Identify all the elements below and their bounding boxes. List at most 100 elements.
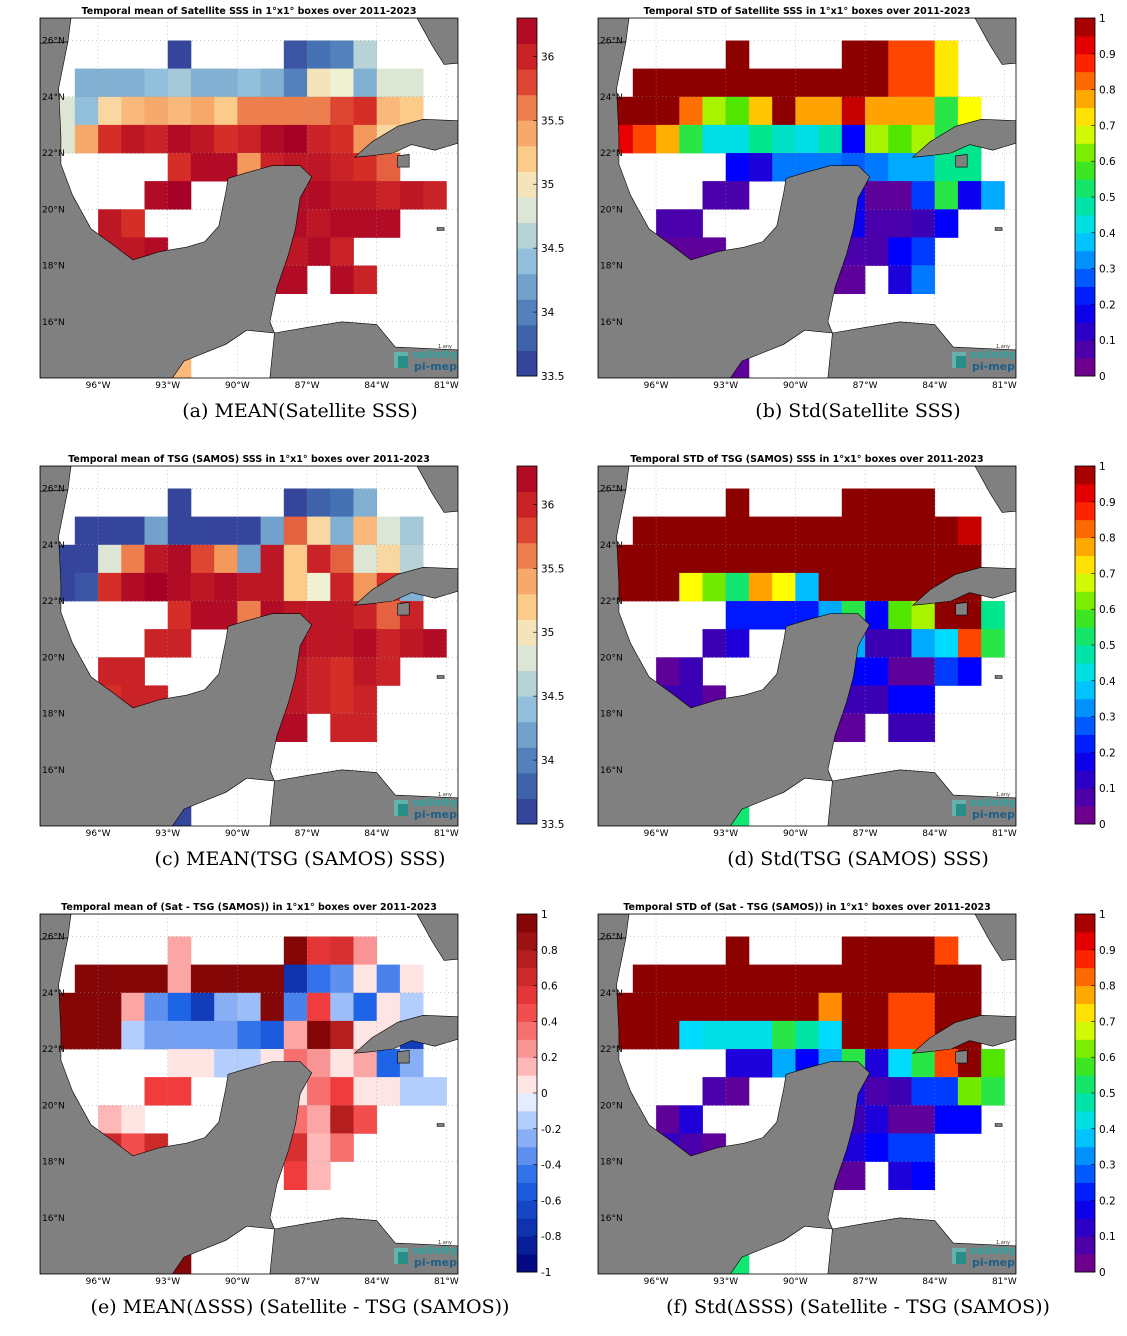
colorbar-step (1075, 1057, 1095, 1076)
grid-cell (307, 544, 331, 574)
land-cuba (353, 118, 458, 158)
grid-cell (283, 488, 308, 517)
grid-cell (957, 1077, 982, 1106)
grid-cell (911, 685, 936, 714)
grid-cell (702, 572, 727, 602)
grid-cell (911, 713, 936, 742)
colorbar-step (517, 350, 537, 377)
colorbar-step (1075, 537, 1095, 556)
grid-cell (376, 96, 401, 126)
grid-cell (144, 992, 169, 1022)
colorbar-step (1075, 35, 1095, 55)
grid-cell (167, 68, 192, 98)
grid-cell (330, 1077, 354, 1106)
lat-tick-label: 22°N (42, 149, 65, 159)
grid-cell (330, 124, 354, 154)
lat-tick-label: 18°N (42, 710, 65, 720)
colorbar-step (517, 1039, 537, 1058)
grid-cell (167, 124, 192, 154)
lon-tick-label: 81°W (434, 381, 459, 391)
grid-cell (865, 181, 889, 210)
lon-tick-label: 84°W (364, 381, 389, 391)
colorbar-step (1075, 322, 1095, 341)
grid-cell (307, 488, 331, 517)
grid-cell (888, 936, 912, 965)
grid-cell (632, 96, 657, 126)
land-isla-juventud (397, 602, 410, 616)
lat-tick-label: 24°N (600, 93, 623, 103)
grid-cell (144, 68, 169, 98)
grid-cell (190, 964, 215, 994)
lon-tick-label: 84°W (922, 1277, 947, 1287)
lon-tick-label: 93°W (713, 1277, 738, 1287)
grid-cell (74, 1020, 99, 1050)
grid-cell (911, 1049, 936, 1078)
lat-tick-label: 22°N (42, 1045, 65, 1055)
grid-cell (818, 96, 843, 126)
colorbar-step (517, 696, 537, 723)
grid-cell (911, 209, 936, 238)
land-central-america (827, 1217, 1016, 1274)
grid-cell (307, 1161, 331, 1190)
colorbar-step (1075, 788, 1095, 807)
panel-caption: (d) Std(TSG (SAMOS) SSS) (727, 848, 989, 870)
grid-cell (911, 1133, 936, 1162)
logo-text-pimep: pi-mep (414, 360, 457, 373)
logo-mark (398, 1252, 408, 1264)
grid-cell (399, 629, 424, 658)
grid-cell (888, 629, 912, 658)
grid-cell (167, 96, 192, 126)
grid-cell (98, 1105, 122, 1134)
grid-cell (772, 153, 796, 182)
grid-cell (679, 209, 703, 238)
grid-cell (981, 1049, 1005, 1078)
colorbar-tick-label: 0.2 (1099, 299, 1116, 311)
grid-cell (214, 124, 238, 154)
logo-text-salinity: salinity (970, 348, 1016, 361)
grid-cell (376, 1077, 401, 1106)
grid-cell (888, 40, 912, 69)
grid-cell (934, 181, 959, 210)
grid-cell (795, 992, 819, 1022)
grid-cell (981, 601, 1005, 630)
colorbar-tick-label: -0.2 (541, 1124, 562, 1136)
grid-cell (144, 96, 169, 126)
grid-cell (190, 1049, 215, 1078)
colorbar-step (517, 197, 537, 224)
grid-cell (237, 96, 261, 126)
grid-cell (237, 544, 261, 574)
lon-tick-label: 81°W (992, 1277, 1017, 1287)
grid-cell (214, 1049, 238, 1078)
grid-cell (911, 936, 936, 965)
panel-c-plot: Temporal mean of TSG (SAMOS) SSS in 1°x1… (39, 454, 564, 839)
grid-cell (330, 1049, 354, 1078)
grid-cell (818, 1020, 843, 1050)
grid-cell (307, 68, 331, 98)
grid-cell (144, 964, 169, 994)
panel-title: Temporal mean of TSG (SAMOS) SSS in 1°x1… (68, 454, 430, 465)
panel-caption: (a) MEAN(Satellite SSS) (182, 400, 418, 422)
grid-cell (632, 544, 657, 574)
lon-tick-label: 96°W (644, 1277, 669, 1287)
land-mexico (598, 489, 871, 826)
grid-cell (214, 1020, 238, 1050)
grid-cell (121, 572, 145, 602)
grid-cell (353, 96, 378, 126)
grid-cell (144, 1077, 169, 1106)
grid-cell (934, 153, 959, 182)
colorbar-step (1075, 914, 1095, 933)
colorbar-step (1075, 770, 1095, 789)
colorbar-step (1075, 89, 1095, 108)
grid-cell (98, 964, 122, 994)
grid-cell (795, 544, 819, 574)
panel-f: Temporal STD of (Sat - TSG (SAMOS)) in 1… (578, 896, 1127, 1336)
grid-cell (981, 1077, 1005, 1106)
colorbar-step (517, 542, 537, 569)
colorbar-step (517, 1021, 537, 1040)
grid-cell (934, 992, 959, 1022)
grid-cell (748, 572, 773, 602)
map-frame: 96°W 93°W 90°W 87°W 84°W 81°W 26°N 24°N 22°N 20°N… (597, 17, 1017, 391)
grid-cell (353, 40, 378, 69)
grid-cell (167, 544, 192, 574)
grid-cell (888, 964, 912, 994)
